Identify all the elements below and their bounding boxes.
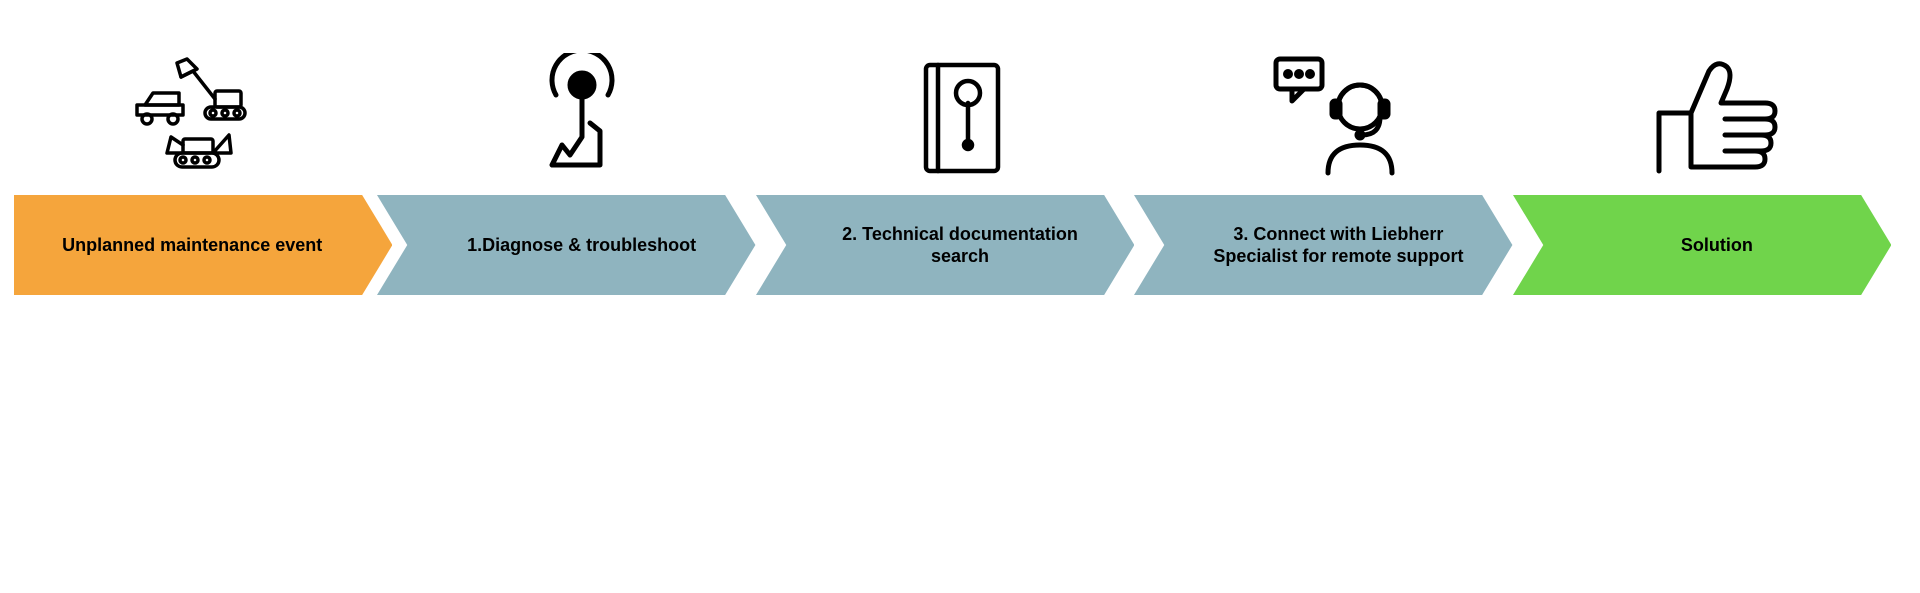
step-5: Solution	[1528, 40, 1906, 295]
step-2: 1.Diagnose & troubleshoot	[392, 40, 770, 295]
step-4: 3. Connect with Liebherr Specialist for …	[1149, 40, 1527, 295]
step-4-label: 3. Connect with Liebherr Specialist for …	[1164, 223, 1512, 268]
chevron-2: 1.Diagnose & troubleshoot	[377, 195, 755, 295]
step-3-label: 2. Technical documentation search	[786, 223, 1134, 268]
support-icon	[1149, 40, 1527, 195]
machines-icon	[14, 40, 392, 195]
manual-icon	[771, 40, 1149, 195]
chevron-5: Solution	[1513, 195, 1891, 295]
step-3: 2. Technical documentation search	[771, 40, 1149, 295]
chevron-1: Unplanned maintenance event	[14, 195, 392, 295]
step-5-label: Solution	[1641, 234, 1793, 257]
touch-icon	[392, 40, 770, 195]
step-2-label: 1.Diagnose & troubleshoot	[427, 234, 736, 257]
process-flow: Unplanned maintenance event 1.Diagnose &…	[14, 40, 1906, 295]
thumbsup-icon	[1528, 40, 1906, 195]
step-1: Unplanned maintenance event	[14, 40, 392, 295]
chevron-3: 2. Technical documentation search	[756, 195, 1134, 295]
step-1-label: Unplanned maintenance event	[44, 234, 362, 257]
chevron-4: 3. Connect with Liebherr Specialist for …	[1134, 195, 1512, 295]
